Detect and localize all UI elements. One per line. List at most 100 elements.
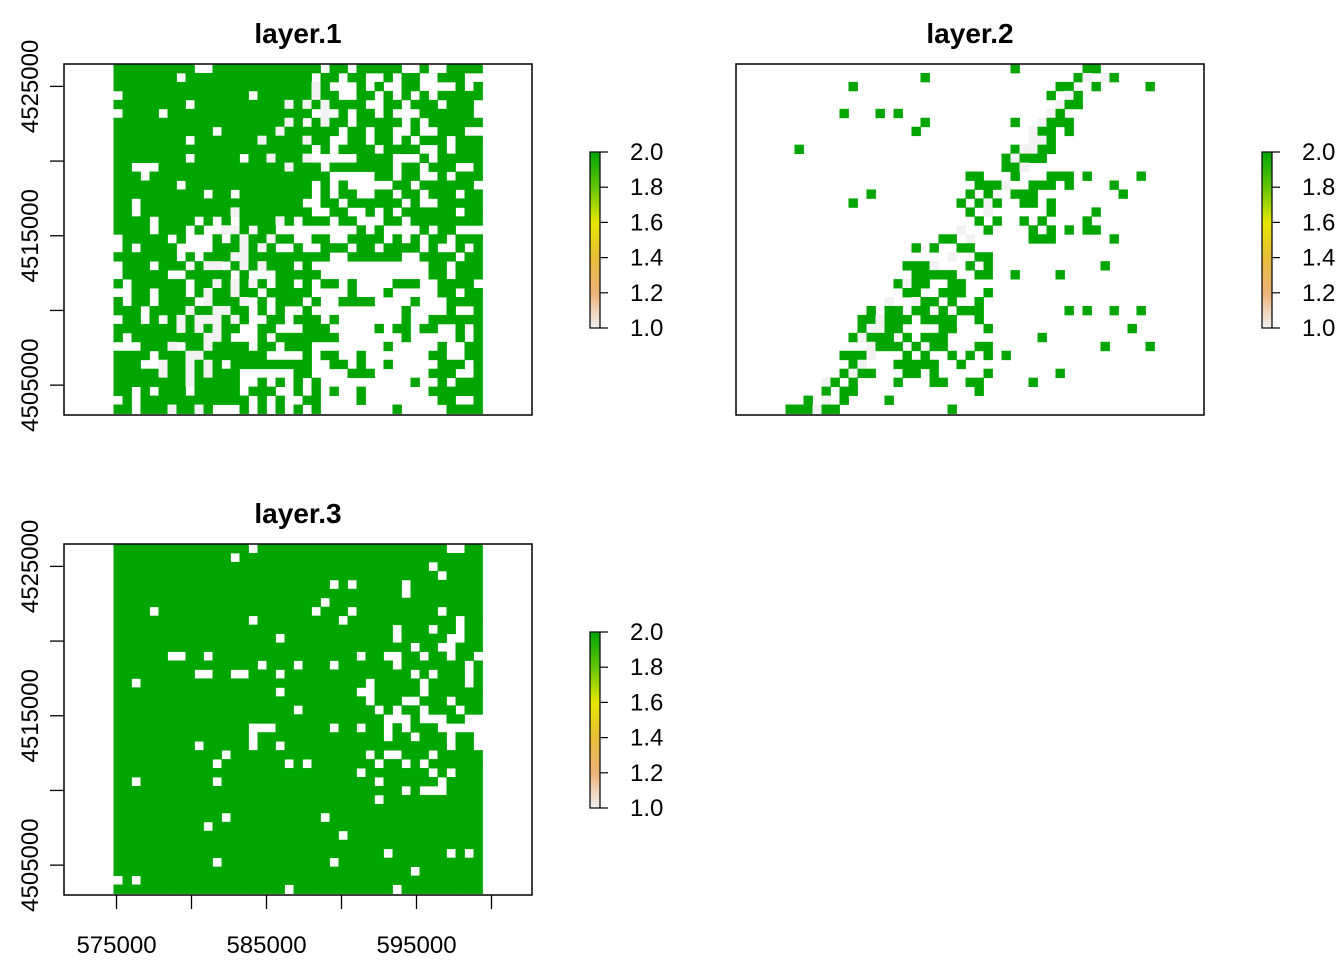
raster-cell: [401, 624, 411, 635]
raster-cell: [392, 759, 402, 769]
raster-cell: [176, 588, 186, 599]
raster-cell: [122, 135, 132, 146]
raster-cell: [392, 544, 402, 554]
raster-cell: [140, 279, 150, 289]
raster-cell: [455, 714, 465, 724]
raster-cell: [185, 216, 195, 226]
raster-cell: [284, 544, 294, 554]
raster-cell: [311, 794, 321, 805]
raster-cell: [365, 821, 375, 832]
raster-cell: [140, 803, 150, 814]
raster-cell: [131, 171, 141, 181]
raster-cell: [230, 687, 240, 697]
raster-cell: [293, 368, 303, 379]
raster-cell: [230, 723, 240, 733]
raster-cell: [419, 866, 429, 876]
raster-cell: [194, 768, 204, 778]
raster-cell: [446, 803, 456, 814]
raster-cell: [239, 875, 249, 885]
raster-cell: [275, 732, 285, 742]
raster-cell: [965, 350, 975, 361]
raster-cell: [185, 651, 195, 661]
raster-cell: [446, 359, 456, 370]
raster-cell: [158, 794, 168, 805]
raster-cell: [212, 314, 222, 325]
raster-cell: [248, 777, 258, 787]
raster-cell: [419, 225, 429, 235]
raster-cell: [266, 135, 276, 146]
raster-cell: [122, 615, 132, 626]
raster-cell: [194, 189, 204, 199]
raster-cell: [266, 323, 276, 334]
raster-cell: [185, 794, 195, 805]
raster-cell: [338, 579, 348, 590]
raster-cell: [356, 297, 366, 307]
raster-cell: [329, 830, 339, 841]
raster-cell: [383, 198, 393, 208]
raster-cell: [1046, 126, 1056, 137]
raster-cell: [257, 597, 267, 608]
plot-frame: [63, 543, 533, 896]
raster-cell: [167, 225, 177, 235]
raster-cell: [455, 359, 465, 370]
raster-cell: [131, 135, 141, 146]
raster-cell: [122, 588, 132, 599]
raster-cell: [455, 794, 465, 805]
raster-cell: [257, 821, 267, 832]
raster-cell: [194, 126, 204, 137]
raster-cell: [284, 332, 294, 343]
raster-cell: [212, 875, 222, 885]
raster-cell: [257, 171, 267, 181]
raster-cell: [239, 81, 249, 92]
raster-cell: [194, 660, 204, 670]
raster-cell: [266, 261, 276, 271]
raster-cell: [122, 812, 132, 823]
raster-cell: [140, 741, 150, 751]
legend-label: 1.6: [630, 209, 663, 236]
raster-cell: [248, 252, 258, 262]
raster-cell: [893, 314, 903, 325]
raster-cell: [158, 768, 168, 778]
raster-cell: [464, 117, 474, 128]
raster-cell: [419, 153, 429, 163]
raster-cell: [230, 732, 240, 742]
raster-cell: [257, 866, 267, 876]
raster-cell: [284, 341, 294, 352]
raster-cell: [473, 64, 483, 74]
raster-cell: [311, 234, 321, 244]
raster-cell: [185, 848, 195, 859]
raster-cell: [311, 579, 321, 590]
raster-cell: [113, 544, 123, 554]
raster-cell: [221, 153, 231, 163]
raster-cell: [257, 544, 267, 554]
raster-cell: [473, 875, 483, 885]
raster-cell: [149, 696, 159, 706]
raster-cell: [230, 359, 240, 370]
raster-cell: [194, 323, 204, 334]
raster-cell: [194, 404, 204, 414]
raster-cell: [248, 288, 258, 298]
raster-cell: [338, 759, 348, 769]
raster-cell: [302, 314, 312, 325]
raster-cell: [401, 615, 411, 626]
raster-cell: [428, 884, 438, 894]
raster-cell: [320, 848, 330, 859]
raster-cell: [410, 848, 420, 859]
raster-cell: [230, 651, 240, 661]
raster-cell: [374, 234, 384, 244]
raster-cell: [473, 794, 483, 805]
raster-cell: [212, 64, 222, 74]
raster-cell: [356, 144, 366, 155]
raster-cell: [275, 857, 285, 868]
raster-cell: [275, 830, 285, 841]
raster-cell: [140, 570, 150, 581]
raster-cell: [122, 404, 132, 414]
raster-cell: [185, 395, 195, 405]
raster-cell: [347, 279, 357, 289]
raster-cell: [266, 561, 276, 572]
raster-cell: [320, 552, 330, 563]
raster-cell: [158, 785, 168, 796]
raster-cell: [329, 785, 339, 796]
raster-cell: [419, 750, 429, 760]
raster-cell: [122, 732, 132, 742]
